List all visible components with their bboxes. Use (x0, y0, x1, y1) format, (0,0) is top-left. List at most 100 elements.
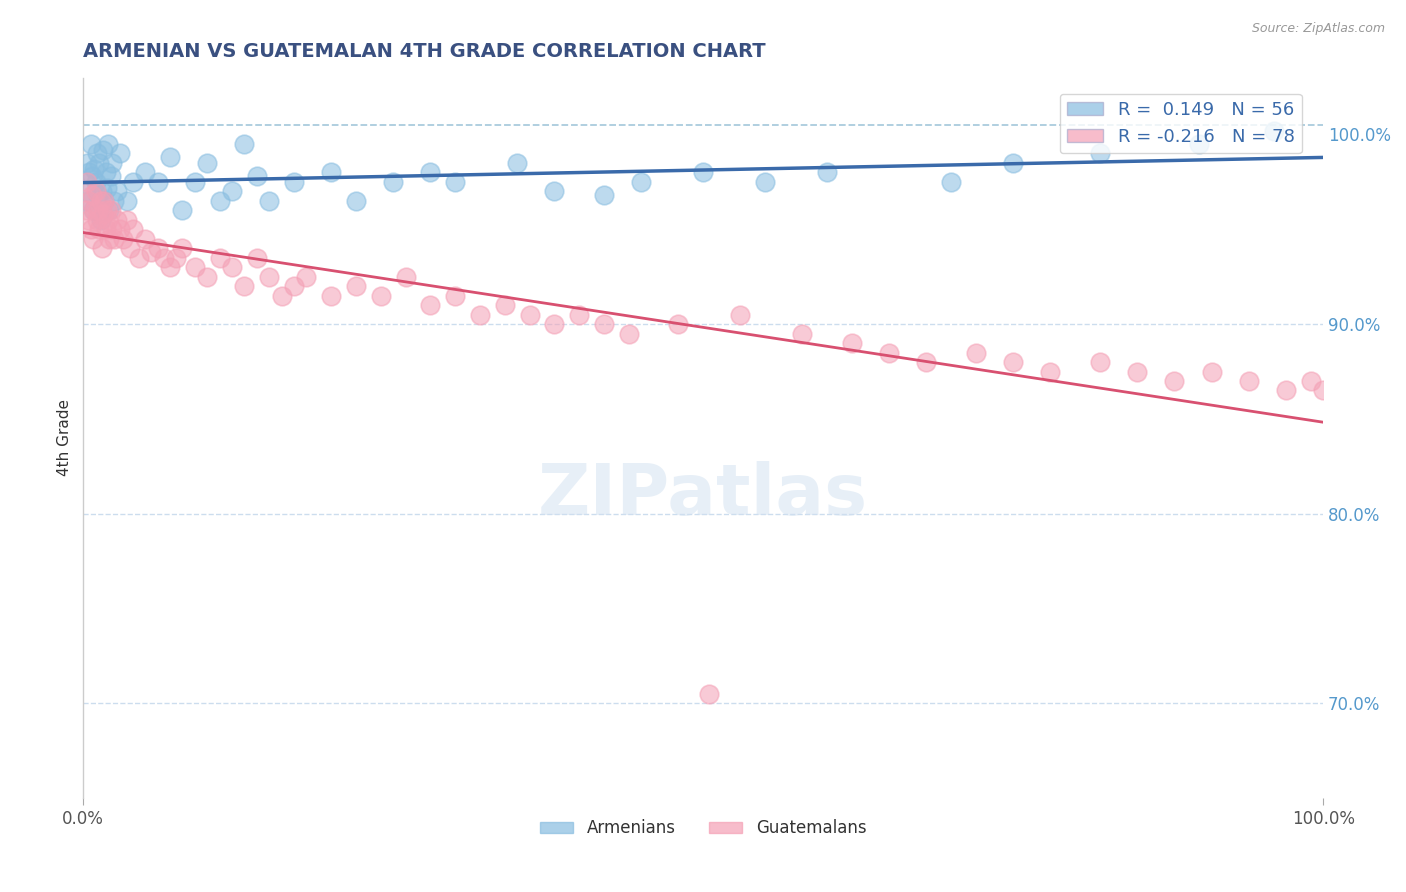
Guatemalans (494, 298, 516, 312)
Armenians (593, 188, 616, 202)
Armenians (208, 194, 231, 208)
Guatemalans (76, 175, 98, 189)
Guatemalans (94, 222, 117, 236)
Guatemalans (370, 288, 392, 302)
Armenians (76, 156, 98, 170)
Armenians (134, 165, 156, 179)
Guatemalans (120, 241, 142, 255)
Guatemalans (270, 288, 292, 302)
Guatemalans (395, 269, 418, 284)
Armenians (80, 136, 103, 151)
Guatemalans (184, 260, 207, 275)
Guatemalans (221, 260, 243, 275)
Guatemalans (468, 308, 491, 322)
Guatemalans (617, 326, 640, 341)
Guatemalans (1312, 384, 1334, 398)
Armenians (110, 146, 132, 161)
Armenians (195, 156, 218, 170)
Armenians (98, 203, 121, 218)
Armenians (233, 136, 256, 151)
Text: Source: ZipAtlas.com: Source: ZipAtlas.com (1251, 22, 1385, 36)
Guatemalans (90, 241, 112, 255)
Guatemalans (1002, 355, 1025, 369)
Guatemalans (93, 194, 115, 208)
Guatemalans (730, 308, 752, 322)
Guatemalans (283, 279, 305, 293)
Guatemalans (699, 687, 721, 701)
Guatemalans (668, 317, 690, 331)
Armenians (94, 165, 117, 179)
Armenians (221, 185, 243, 199)
Guatemalans (111, 232, 134, 246)
Guatemalans (105, 212, 128, 227)
Guatemalans (246, 251, 269, 265)
Guatemalans (877, 345, 900, 359)
Armenians (100, 169, 122, 184)
Armenians (1263, 124, 1285, 138)
Armenians (941, 175, 963, 189)
Guatemalans (110, 222, 132, 236)
Guatemalans (134, 232, 156, 246)
Guatemalans (103, 232, 125, 246)
Guatemalans (344, 279, 367, 293)
Guatemalans (1299, 374, 1322, 388)
Armenians (79, 165, 101, 179)
Guatemalans (593, 317, 616, 331)
Guatemalans (841, 336, 863, 351)
Armenians (96, 180, 118, 194)
Guatemalans (89, 222, 111, 236)
Guatemalans (122, 222, 145, 236)
Guatemalans (568, 308, 591, 322)
Guatemalans (792, 326, 814, 341)
Armenians (321, 165, 343, 179)
Armenians (83, 161, 105, 176)
Guatemalans (321, 288, 343, 302)
Armenians (97, 136, 120, 151)
Guatemalans (84, 185, 107, 199)
Guatemalans (965, 345, 987, 359)
Armenians (80, 169, 103, 184)
Guatemalans (141, 245, 163, 260)
Guatemalans (1088, 355, 1111, 369)
Guatemalans (1201, 364, 1223, 378)
Guatemalans (419, 298, 441, 312)
Guatemalans (100, 203, 122, 218)
Guatemalans (82, 232, 104, 246)
Armenians (1002, 156, 1025, 170)
Armenians (122, 175, 145, 189)
Armenians (101, 156, 124, 170)
Guatemalans (1163, 374, 1185, 388)
Armenians (75, 185, 97, 199)
Guatemalans (259, 269, 281, 284)
Armenians (1188, 136, 1211, 151)
Guatemalans (77, 212, 100, 227)
Armenians (86, 146, 108, 161)
Armenians (82, 203, 104, 218)
Legend: Armenians, Guatemalans: Armenians, Guatemalans (533, 813, 873, 844)
Armenians (91, 143, 114, 157)
Guatemalans (115, 212, 138, 227)
Armenians (93, 194, 115, 208)
Guatemalans (79, 194, 101, 208)
Guatemalans (195, 269, 218, 284)
Guatemalans (165, 251, 187, 265)
Guatemalans (97, 212, 120, 227)
Guatemalans (444, 288, 467, 302)
Armenians (184, 175, 207, 189)
Y-axis label: 4th Grade: 4th Grade (58, 400, 72, 476)
Guatemalans (90, 194, 112, 208)
Guatemalans (86, 212, 108, 227)
Guatemalans (98, 232, 121, 246)
Armenians (172, 203, 194, 218)
Guatemalans (146, 241, 169, 255)
Armenians (90, 212, 112, 227)
Armenians (115, 194, 138, 208)
Guatemalans (87, 203, 110, 218)
Armenians (543, 185, 565, 199)
Armenians (77, 194, 100, 208)
Guatemalans (91, 207, 114, 221)
Guatemalans (172, 241, 194, 255)
Guatemalans (159, 260, 181, 275)
Guatemalans (1126, 364, 1149, 378)
Armenians (754, 175, 776, 189)
